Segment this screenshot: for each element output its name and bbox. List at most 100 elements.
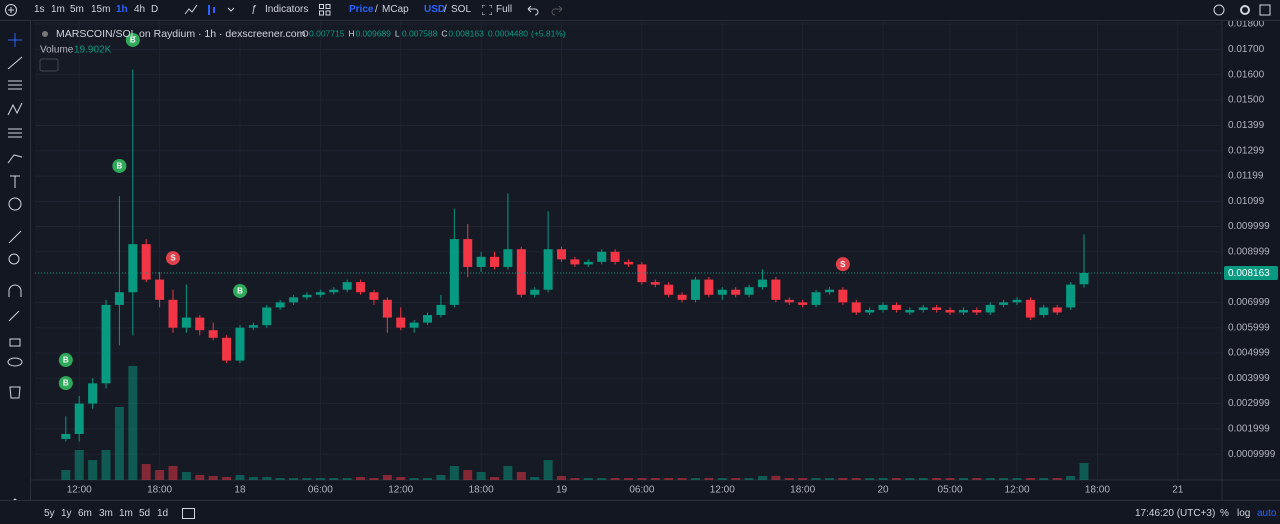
volume-bar [784, 478, 794, 480]
interval-button[interactable]: 1h [116, 4, 128, 15]
volume-bar [677, 478, 687, 480]
chart-title: MARSCOIN/SOL on Raydium · 1h · dexscreen… [56, 28, 306, 40]
candle-body [610, 251, 620, 262]
range-button[interactable]: 6m [78, 508, 92, 519]
range-button[interactable]: 1m [119, 508, 133, 519]
usd-toggle[interactable]: USD [424, 4, 446, 15]
layout-icon[interactable] [319, 4, 331, 16]
trade-marker [165, 251, 180, 266]
auto-toggle[interactable]: auto [1257, 508, 1277, 519]
volume-bar [918, 478, 928, 480]
trade-side: S [840, 260, 846, 269]
candle-body [1066, 284, 1076, 308]
range-button[interactable]: 1y [61, 508, 72, 519]
volume-bar [731, 478, 741, 480]
legend-value: 0.008163 [448, 28, 484, 38]
candle-body [248, 325, 258, 328]
volume-bar [891, 478, 901, 480]
sol-toggle[interactable]: SOL [451, 4, 472, 15]
candle-body [932, 307, 942, 310]
x-tick-label: 12:00 [1005, 485, 1030, 496]
volume-bar [1025, 478, 1035, 480]
candle-body [905, 309, 915, 313]
volume-bar [423, 478, 433, 480]
volume-bar [838, 478, 848, 480]
candle-body [315, 292, 325, 295]
indicators-button[interactable]: Indicators [265, 4, 309, 15]
volume-bar [369, 478, 379, 480]
top-right-icons[interactable] [1212, 3, 1272, 17]
candle-body [101, 304, 111, 384]
date-range-icon[interactable] [182, 507, 196, 519]
x-tick-label: 12:00 [67, 485, 92, 496]
range-button[interactable]: 3m [99, 508, 113, 519]
candle-body [784, 299, 794, 303]
volume-bar [490, 477, 500, 480]
add-icon[interactable] [4, 3, 18, 17]
chart-type-icons[interactable] [184, 3, 244, 17]
candle-body [798, 302, 808, 305]
volume-bar [704, 478, 714, 480]
volume-bar [972, 478, 982, 480]
range-button[interactable]: 5d [139, 508, 151, 519]
volume-bar [798, 478, 808, 480]
volume-bar [516, 471, 526, 480]
plot-background [35, 22, 1222, 480]
interval-button[interactable]: 1s [34, 4, 45, 15]
volume-bar [945, 478, 955, 480]
y-tick-label: 0.01800 [1228, 21, 1265, 30]
candle-body [624, 261, 633, 265]
log-toggle[interactable]: log [1237, 508, 1251, 519]
volume-bar [1052, 478, 1062, 480]
x-tick-label: 18:00 [790, 485, 815, 496]
y-tick-label: 0.006999 [1228, 297, 1270, 308]
y-tick-label: 0.0009999 [1228, 449, 1276, 460]
volume-bar [235, 474, 245, 480]
volume-bar [624, 478, 633, 480]
price-toggle[interactable]: Price [349, 4, 374, 15]
range-button[interactable]: 5y [44, 508, 55, 519]
candle-body [1012, 299, 1022, 303]
volume-bar [168, 465, 178, 480]
legend-value: 0.007588 [402, 28, 438, 38]
interval-button[interactable]: 5m [70, 4, 84, 15]
volume-bar [262, 477, 272, 480]
candle-body [972, 309, 982, 313]
volume-bar [382, 474, 392, 480]
candle-body [677, 294, 687, 300]
candle-body [690, 279, 700, 300]
volume-bar [530, 477, 540, 480]
candle-body [476, 256, 486, 267]
volume-bar [1039, 478, 1049, 480]
candle-body [463, 239, 473, 267]
interval-button[interactable]: 1m [51, 4, 65, 15]
range-button[interactable]: 1d [157, 508, 169, 519]
volume-bar [905, 478, 915, 480]
full-button[interactable]: Full [496, 4, 513, 15]
volume-bar [208, 475, 218, 480]
interval-button[interactable]: 4h [134, 4, 146, 15]
candle-body [195, 317, 205, 331]
candle-body [181, 317, 191, 328]
candle-body [597, 251, 607, 262]
x-tick-label: 18:00 [147, 485, 172, 496]
candle-body [570, 259, 580, 265]
collapse-button[interactable] [39, 58, 59, 72]
last-price-badge [1224, 265, 1278, 280]
candle-body [530, 289, 540, 295]
interval-button[interactable]: 15m [91, 4, 111, 15]
volume-bar [757, 475, 767, 480]
candle-body [958, 309, 968, 313]
undo-redo[interactable] [526, 4, 566, 16]
tool-icons[interactable] [0, 21, 30, 512]
percent-toggle[interactable]: % [1220, 508, 1229, 519]
volume-bar [101, 450, 111, 480]
last-price-label: 0.008163 [1228, 268, 1270, 279]
volume-bar [476, 471, 486, 480]
interval-button[interactable]: D [151, 4, 159, 15]
volume-bar [114, 406, 124, 480]
mcap-toggle[interactable]: MCap [382, 4, 409, 15]
volume-bar [275, 478, 285, 480]
legend-key: C [441, 28, 447, 38]
candle-body [168, 299, 178, 328]
